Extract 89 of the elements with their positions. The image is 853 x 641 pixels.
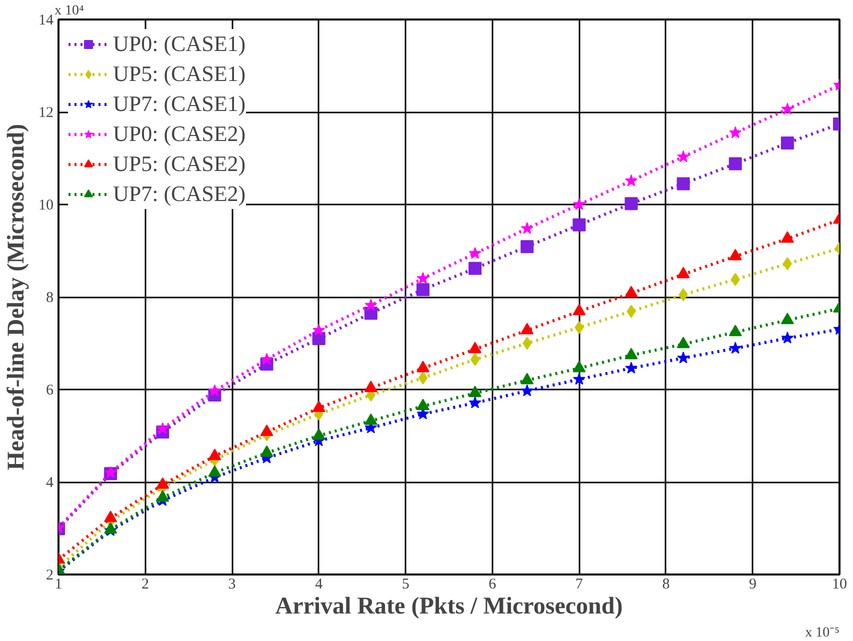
point bbox=[156, 422, 169, 434]
point bbox=[625, 174, 638, 186]
point bbox=[312, 428, 326, 440]
text: x 10⁻⁵ bbox=[805, 626, 840, 640]
point bbox=[208, 448, 222, 460]
point bbox=[574, 321, 584, 334]
point bbox=[156, 477, 170, 489]
point bbox=[781, 102, 794, 115]
legend-label: UP0: (CASE2) bbox=[113, 120, 246, 148]
x-tick-label: 7 bbox=[575, 576, 584, 592]
point bbox=[572, 304, 586, 316]
point bbox=[677, 150, 690, 162]
point bbox=[364, 380, 378, 392]
point bbox=[676, 266, 690, 278]
point bbox=[468, 386, 482, 398]
point bbox=[624, 348, 638, 360]
point bbox=[364, 414, 378, 425]
x-tick-label: 10 bbox=[832, 576, 847, 592]
point bbox=[468, 342, 482, 354]
point bbox=[416, 272, 430, 284]
x-tick-label: 1 bbox=[54, 576, 62, 592]
point bbox=[676, 177, 690, 190]
point bbox=[208, 384, 221, 396]
point bbox=[625, 362, 638, 374]
point bbox=[729, 342, 742, 354]
point bbox=[260, 352, 273, 365]
point bbox=[522, 336, 532, 350]
point bbox=[728, 248, 742, 260]
point bbox=[520, 372, 534, 384]
point bbox=[730, 272, 740, 286]
point bbox=[416, 283, 430, 296]
point bbox=[572, 198, 586, 210]
point bbox=[572, 360, 586, 372]
point bbox=[678, 288, 688, 302]
y-tick-label: 12 bbox=[38, 105, 54, 121]
y-tick-label: 4 bbox=[46, 475, 54, 491]
point bbox=[780, 312, 794, 324]
point bbox=[624, 197, 638, 210]
point bbox=[780, 231, 794, 243]
point bbox=[104, 510, 118, 522]
point bbox=[520, 322, 534, 334]
point bbox=[416, 360, 430, 372]
y-tick-label: 8 bbox=[46, 290, 54, 306]
x-tick-label: 6 bbox=[488, 576, 497, 592]
point bbox=[470, 352, 480, 366]
x-tick-label: 2 bbox=[142, 576, 150, 592]
x-axis-title: Arrival Rate (Pkts / Microsecond) bbox=[275, 594, 623, 620]
point bbox=[780, 136, 794, 150]
point bbox=[312, 400, 326, 412]
legend-label: UP5: (CASE1) bbox=[113, 60, 246, 88]
x-tick-label: 5 bbox=[402, 576, 410, 592]
point bbox=[260, 424, 274, 436]
point bbox=[520, 222, 534, 234]
point bbox=[572, 218, 586, 232]
legend-label: UP7: (CASE1) bbox=[113, 90, 246, 118]
point bbox=[468, 262, 482, 275]
y-axis-title: Head-of-line Delay (Microsecond) bbox=[4, 124, 30, 470]
point bbox=[208, 465, 222, 477]
text: x 10⁴ bbox=[54, 4, 84, 18]
legend-label: UP0: (CASE1) bbox=[113, 30, 246, 58]
x-tick-label: 9 bbox=[748, 576, 756, 592]
point bbox=[782, 257, 792, 270]
legend-label: UP5: (CASE2) bbox=[113, 150, 246, 178]
y-tick-label: 10 bbox=[38, 198, 54, 214]
point bbox=[468, 247, 482, 259]
y-tick-label: 6 bbox=[46, 382, 54, 398]
point bbox=[520, 240, 534, 254]
point bbox=[728, 324, 742, 336]
point bbox=[418, 371, 428, 384]
point bbox=[468, 396, 482, 408]
point bbox=[364, 298, 378, 311]
point bbox=[312, 324, 326, 336]
point bbox=[676, 336, 690, 348]
x-tick-label: 3 bbox=[228, 576, 236, 592]
point bbox=[520, 384, 534, 396]
point bbox=[572, 372, 586, 385]
point bbox=[416, 398, 430, 410]
legend-label: UP7: (CASE2) bbox=[113, 180, 246, 208]
x-tick-label: 4 bbox=[315, 576, 324, 592]
point bbox=[729, 126, 742, 138]
x-tick-label: 8 bbox=[662, 576, 670, 592]
point bbox=[677, 352, 690, 364]
point bbox=[156, 490, 170, 502]
point bbox=[260, 445, 274, 457]
point bbox=[624, 286, 638, 298]
y-tick-label: 14 bbox=[38, 12, 54, 28]
point bbox=[781, 332, 794, 344]
point bbox=[626, 304, 636, 318]
point bbox=[728, 157, 742, 170]
